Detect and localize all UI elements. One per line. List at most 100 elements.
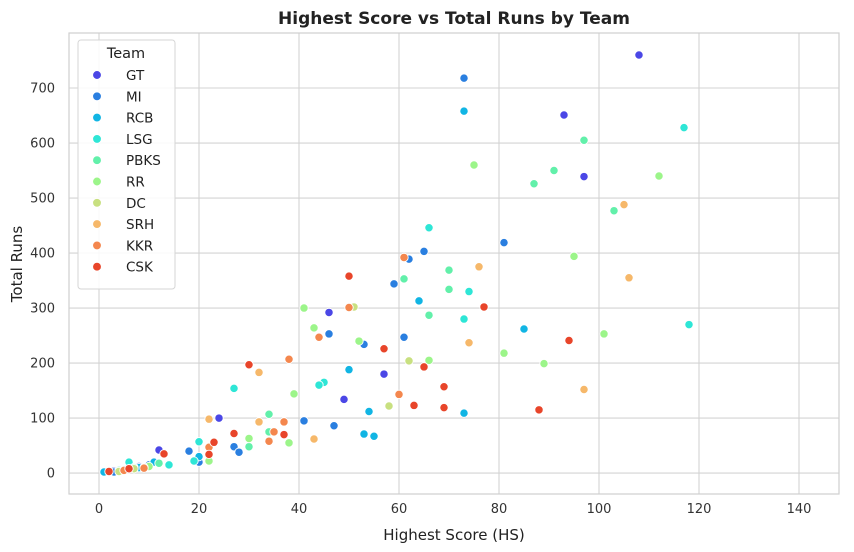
data-point bbox=[244, 360, 254, 370]
data-point bbox=[234, 447, 244, 457]
data-point bbox=[564, 335, 574, 346]
data-point bbox=[464, 286, 474, 297]
legend-item-dc: DC bbox=[92, 196, 146, 212]
legend-box bbox=[77, 39, 176, 290]
data-point bbox=[299, 303, 309, 313]
series-pbks bbox=[129, 135, 619, 473]
data-point bbox=[124, 464, 134, 474]
data-point bbox=[159, 449, 169, 459]
data-point bbox=[229, 428, 239, 439]
y-axis-label: Total Runs bbox=[8, 226, 26, 304]
legend-item-pbks: PBKS bbox=[92, 153, 161, 169]
data-point bbox=[439, 382, 449, 392]
data-point bbox=[529, 179, 539, 189]
data-point bbox=[499, 237, 509, 248]
data-point bbox=[329, 421, 339, 431]
data-point bbox=[424, 223, 434, 233]
data-point bbox=[284, 354, 294, 364]
grid-lines bbox=[69, 33, 839, 494]
data-point bbox=[459, 314, 469, 324]
data-point bbox=[404, 356, 414, 366]
data-point bbox=[444, 265, 454, 275]
data-point bbox=[344, 365, 354, 375]
legend: Team GT MI RCB LSG PBKS RR DC SRH KKR CSK bbox=[77, 39, 176, 290]
y-tick-label: 400 bbox=[30, 247, 55, 262]
data-point bbox=[469, 160, 479, 170]
data-point bbox=[269, 427, 279, 437]
data-point bbox=[324, 329, 334, 339]
data-point bbox=[154, 458, 164, 468]
data-point bbox=[474, 262, 484, 272]
y-tick-label: 200 bbox=[30, 357, 55, 372]
legend-item-kkr: KKR bbox=[92, 238, 153, 254]
data-point bbox=[409, 400, 419, 411]
legend-item-mi: MI bbox=[92, 89, 142, 105]
data-point bbox=[344, 271, 354, 281]
data-point bbox=[314, 380, 324, 390]
data-point bbox=[284, 438, 294, 448]
series-csk bbox=[104, 271, 574, 477]
data-point bbox=[279, 417, 289, 427]
data-point bbox=[424, 310, 434, 320]
legend-label: KKR bbox=[126, 238, 153, 254]
data-point bbox=[369, 431, 379, 441]
data-point bbox=[229, 383, 239, 394]
legend-label: DC bbox=[126, 196, 146, 212]
data-point bbox=[459, 106, 469, 116]
data-point bbox=[579, 171, 589, 182]
series-rr bbox=[119, 160, 664, 475]
data-point bbox=[499, 348, 509, 358]
legend-label: CSK bbox=[126, 260, 154, 276]
data-point bbox=[104, 466, 114, 477]
data-point bbox=[479, 302, 489, 312]
data-point bbox=[359, 429, 369, 439]
data-point bbox=[254, 367, 264, 378]
data-point bbox=[414, 296, 424, 306]
data-point bbox=[289, 389, 299, 399]
data-point bbox=[344, 302, 354, 313]
y-tick-label: 700 bbox=[30, 82, 55, 97]
data-point bbox=[379, 369, 389, 379]
legend-label: RR bbox=[126, 175, 145, 191]
data-point bbox=[399, 332, 409, 342]
x-tick-label: 40 bbox=[291, 502, 308, 517]
data-point bbox=[399, 252, 409, 263]
legend-marker bbox=[92, 155, 102, 166]
y-tick-label: 500 bbox=[30, 192, 55, 207]
data-point bbox=[254, 417, 264, 427]
data-point bbox=[424, 355, 434, 365]
data-point bbox=[324, 307, 334, 318]
legend-label: PBKS bbox=[126, 153, 161, 169]
data-point bbox=[139, 463, 149, 473]
data-point bbox=[464, 338, 474, 348]
data-point bbox=[209, 437, 219, 447]
legend-label: SRH bbox=[126, 217, 154, 233]
series-kkr bbox=[119, 252, 409, 475]
data-point bbox=[204, 449, 214, 460]
data-point bbox=[579, 135, 589, 145]
legend-marker bbox=[92, 112, 102, 123]
x-tick-label: 80 bbox=[491, 502, 508, 517]
data-point bbox=[264, 409, 274, 419]
data-point bbox=[559, 110, 569, 120]
legend-item-csk: CSK bbox=[92, 260, 154, 276]
legend-item-rr: RR bbox=[92, 175, 145, 191]
data-point bbox=[619, 199, 629, 210]
data-point bbox=[264, 436, 274, 446]
data-point bbox=[364, 406, 374, 417]
data-point bbox=[609, 206, 619, 216]
legend-marker bbox=[92, 240, 102, 251]
legend-item-gt: GT bbox=[92, 68, 145, 84]
data-points bbox=[99, 50, 694, 477]
y-tick-label: 600 bbox=[30, 137, 55, 152]
data-point bbox=[389, 279, 399, 289]
data-point bbox=[549, 165, 559, 176]
data-point bbox=[459, 73, 469, 83]
x-tick-label: 120 bbox=[687, 502, 712, 517]
data-point bbox=[519, 324, 529, 334]
legend-items: GT MI RCB LSG PBKS RR DC SRH KKR CSK bbox=[92, 68, 161, 276]
data-point bbox=[439, 402, 449, 413]
data-point bbox=[279, 429, 289, 440]
data-point bbox=[419, 362, 429, 372]
